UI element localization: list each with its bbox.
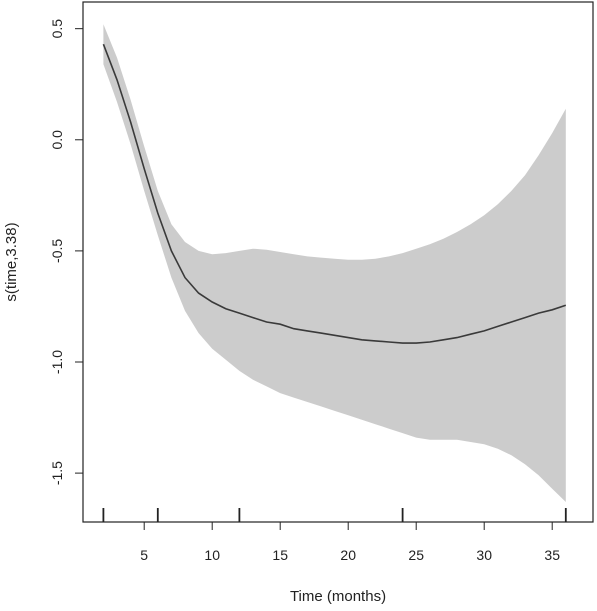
plot-frame	[82, 1, 594, 523]
x-axis: 5 10 15 20 25 30 35	[140, 522, 560, 563]
x-tick-label: 35	[544, 547, 560, 563]
y-axis: 0.5 0.0 -0.5 -1.0 -1.5	[49, 19, 83, 485]
smooth-fit-line	[102, 43, 567, 344]
confidence-band	[103, 24, 566, 502]
x-tick-label: 10	[204, 547, 220, 563]
y-tick-label: 0.0	[49, 130, 65, 150]
x-tick-label: 15	[272, 547, 288, 563]
x-axis-label: Time (months)	[290, 588, 386, 605]
x-tick-label: 5	[140, 547, 148, 563]
x-tick-label: 25	[408, 547, 424, 563]
y-tick-label: 0.5	[49, 19, 65, 39]
x-tick-label: 20	[340, 547, 356, 563]
y-tick-label: -1.0	[49, 350, 65, 374]
y-axis-label: s(time,3.38)	[3, 222, 20, 301]
y-tick-label: -0.5	[49, 239, 65, 263]
rug-marks	[102, 508, 567, 522]
y-tick-label: -1.5	[49, 461, 65, 485]
x-tick-label: 30	[476, 547, 492, 563]
